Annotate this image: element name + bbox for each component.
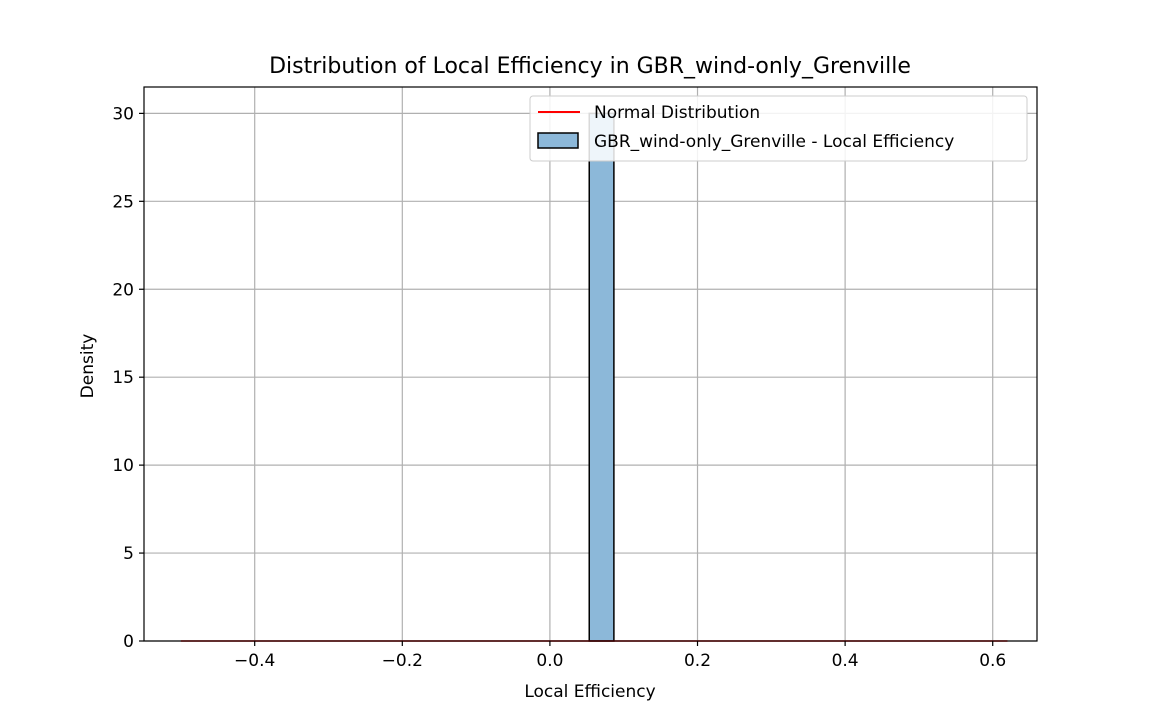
- y-tick-label: 30: [112, 104, 134, 124]
- histogram-bars: [588, 112, 615, 642]
- y-tick-label: 25: [112, 192, 134, 212]
- legend-bar-swatch: [537, 132, 579, 149]
- x-tick-label: 0.2: [684, 651, 711, 671]
- plot-area: [143, 86, 1038, 642]
- plot-frame: [143, 86, 1038, 642]
- histogram-bar: [588, 112, 615, 642]
- y-tick-label: 0: [123, 632, 134, 652]
- x-tick-label: 0.4: [832, 651, 859, 671]
- x-tick-label: −0.4: [234, 651, 275, 671]
- x-axis-ticks: −0.4 −0.2 0.0 0.2 0.4 0.6: [234, 641, 1006, 671]
- x-tick-label: −0.2: [382, 651, 423, 671]
- chart-title: Distribution of Local Efficiency in GBR_…: [269, 54, 911, 79]
- legend: Normal Distribution GBR_wind-only_Grenvi…: [529, 95, 1028, 162]
- y-axis-ticks: 0 5 10 15 20 25 30: [112, 104, 144, 652]
- y-tick-label: 10: [112, 456, 134, 476]
- x-axis-label: Local Efficiency: [524, 682, 655, 702]
- x-tick-label: 0.0: [536, 651, 563, 671]
- legend-label-normal: Normal Distribution: [594, 103, 760, 123]
- legend-box: [529, 95, 1028, 162]
- x-tick-label: 0.6: [979, 651, 1006, 671]
- y-tick-label: 5: [123, 544, 134, 564]
- y-tick-label: 15: [112, 368, 134, 388]
- legend-label-histogram: GBR_wind-only_Grenville - Local Efficien…: [594, 132, 954, 152]
- y-axis-label: Density: [78, 334, 98, 399]
- y-tick-label: 20: [112, 280, 134, 300]
